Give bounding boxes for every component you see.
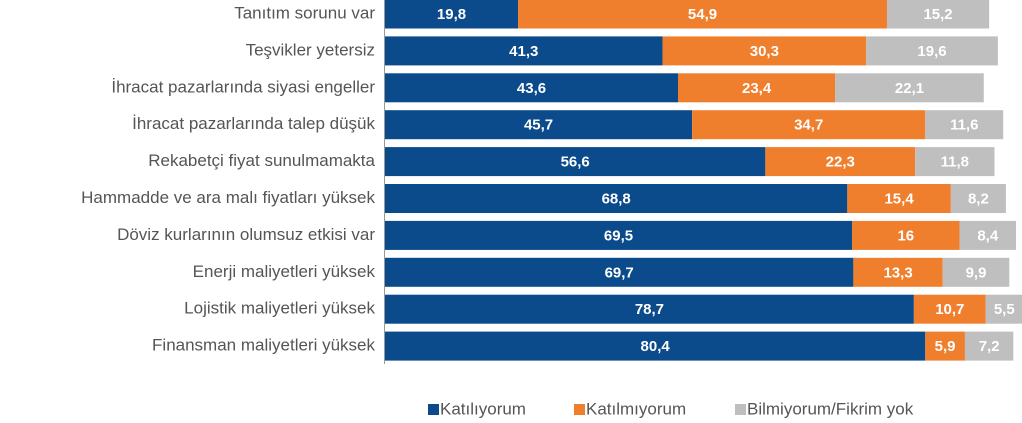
bar-segment (959, 220, 1017, 250)
category-label: Hammadde ve ara malı fiyatları yüksek (81, 188, 375, 207)
value-label: 19,8 (437, 6, 466, 23)
value-label: 23,4 (742, 80, 772, 97)
value-label: 41,3 (509, 43, 538, 60)
bar-segment (886, 0, 990, 29)
bar-segment (853, 257, 943, 287)
category-label: Tanıtım sorunu var (234, 3, 375, 22)
value-label: 8,2 (968, 190, 989, 207)
category-label: Döviz kurlarının olumsuz etkisi var (117, 225, 375, 244)
value-label: 22,3 (826, 154, 855, 171)
value-label: 56,6 (561, 154, 590, 171)
bar-segment (385, 73, 678, 103)
legend-swatch (428, 404, 439, 415)
bar-segment (942, 257, 1010, 287)
value-label: 43,6 (517, 80, 546, 97)
value-label: 5,5 (994, 301, 1015, 318)
bar-segment (385, 294, 914, 324)
category-label: İhracat pazarlarında siyasi engeller (111, 77, 375, 96)
category-label: Enerji maliyetleri yüksek (193, 262, 376, 281)
legend-label: Katılmıyorum (586, 399, 686, 418)
value-label: 69,7 (605, 264, 634, 281)
value-label: 15,2 (923, 6, 952, 23)
bar-segment (852, 220, 960, 250)
bar-segment (385, 220, 853, 250)
value-label: 5,9 (935, 338, 956, 355)
bar-segment (677, 73, 836, 103)
bar-segment (950, 184, 1006, 213)
value-label: 8,4 (977, 227, 999, 244)
value-label: 9,9 (966, 264, 987, 281)
value-label: 16 (897, 227, 914, 244)
bar-segment (385, 257, 854, 287)
value-label: 13,3 (883, 264, 912, 281)
category-label: Lojistik maliyetleri yüksek (184, 299, 375, 318)
category-label: Finansman maliyetleri yüksek (152, 336, 375, 355)
value-label: 80,4 (641, 338, 671, 355)
category-label: Rekabetçi fiyat sunulmamakta (148, 151, 375, 170)
value-label: 34,7 (794, 117, 823, 134)
bar-segment (925, 110, 1004, 140)
legend-label: Bilmiyorum/Fikrim yok (747, 399, 914, 418)
bar-segment (847, 184, 951, 213)
bar-segment (662, 36, 867, 66)
bar-segment (692, 110, 926, 140)
bar-segment (385, 184, 848, 213)
legend-swatch (574, 404, 585, 415)
bar-segment (835, 73, 984, 103)
value-label: 11,8 (941, 154, 969, 171)
category-label: Teşvikler yetersiz (246, 40, 375, 59)
bar-segment (385, 147, 766, 177)
bar-segment (385, 0, 519, 29)
value-label: 15,4 (884, 190, 914, 207)
bar-segment (765, 147, 916, 177)
value-label: 7,2 (979, 338, 1000, 355)
bar-segment (985, 294, 1022, 324)
bar-segment (964, 331, 1014, 361)
value-label: 69,5 (604, 227, 633, 244)
value-label: 78,7 (635, 301, 664, 318)
bar-segment (385, 331, 926, 361)
legend-label: Katılıyorum (440, 399, 526, 418)
value-label: 30,3 (750, 43, 779, 60)
category-label: İhracat pazarlarında talep düşük (132, 114, 375, 133)
bar-segment (915, 147, 995, 177)
value-label: 45,7 (524, 117, 553, 134)
value-label: 68,8 (602, 190, 631, 207)
bar-segment (866, 36, 998, 66)
bar-segment (925, 331, 965, 361)
value-label: 54,9 (688, 6, 717, 23)
legend-swatch (735, 404, 746, 415)
value-label: 19,6 (917, 43, 946, 60)
bar-segment (913, 294, 986, 324)
value-label: 22,1 (895, 80, 924, 97)
value-label: 11,6 (950, 117, 978, 134)
value-label: 10,7 (935, 301, 964, 318)
bar-segment (385, 110, 693, 140)
bar-segment (518, 0, 887, 29)
bar-segment (385, 36, 663, 66)
